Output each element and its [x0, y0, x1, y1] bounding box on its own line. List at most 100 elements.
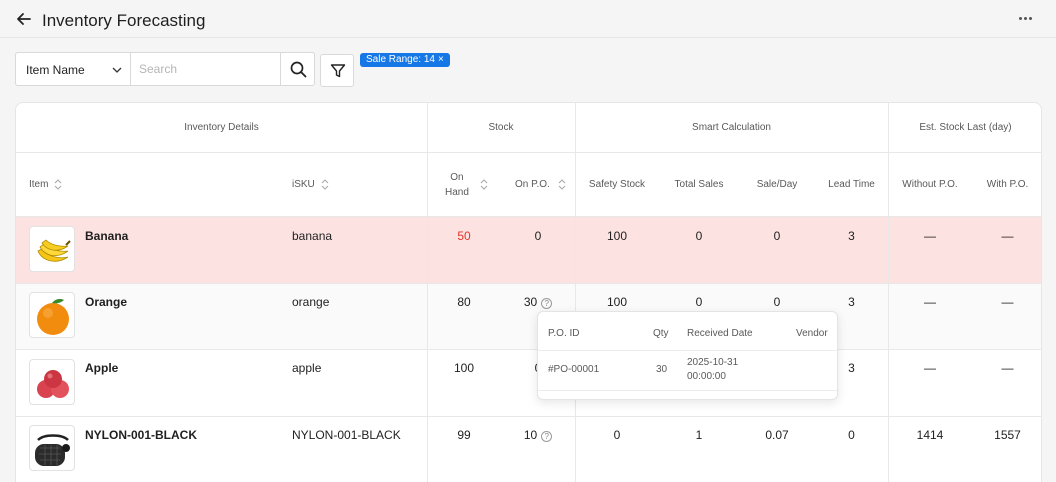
without-po-value: —: [924, 229, 936, 243]
with-po-value: —: [1001, 295, 1014, 309]
lead-time-value: 3: [848, 229, 855, 243]
received-date-header: Received Date: [687, 328, 753, 339]
search-field-select[interactable]: Item Name: [15, 52, 130, 86]
search-input[interactable]: [130, 52, 281, 86]
apple-image: [37, 370, 69, 398]
sale-day-value: 0: [773, 295, 781, 309]
item-name: Orange: [85, 295, 128, 309]
column-header-without-po: Without P.O.: [902, 179, 958, 190]
filter-button[interactable]: [320, 54, 354, 87]
isku-value: banana: [292, 229, 333, 243]
isku-value: NYLON-001-BLACK: [292, 428, 401, 442]
on-po-cell: 30?: [501, 295, 575, 309]
column-header-with-po: With P.O.: [986, 179, 1029, 190]
back-arrow-icon[interactable]: [14, 9, 34, 29]
on-hand-value: 80: [457, 295, 471, 309]
item-name: Banana: [85, 229, 129, 243]
column-header-on-hand-label: On Hand: [445, 170, 469, 200]
on-hand-value: 99: [457, 428, 471, 442]
lead-time-value: 0: [848, 428, 855, 442]
row-bg-banana: [16, 217, 1041, 283]
column-header-on-hand[interactable]: On Hand: [445, 153, 488, 216]
total-sales-value: 0: [695, 229, 703, 243]
group-header-inventory-details: Inventory Details: [184, 122, 259, 133]
column-header-total-sales: Total Sales: [674, 179, 724, 190]
top-bar: Inventory Forecasting: [0, 0, 1056, 38]
column-header-safety-stock: Safety Stock: [588, 179, 646, 190]
total-sales-value: 0: [695, 295, 703, 309]
vendor-header: Vendor: [796, 328, 828, 339]
safety-stock-value: 100: [606, 295, 628, 309]
banana-image: [37, 239, 71, 262]
column-header-on-hand-line1: On: [450, 171, 464, 183]
group-header-stock: Stock: [488, 122, 514, 133]
divider: [888, 103, 889, 482]
on-po-cell: 10?: [501, 428, 575, 442]
search-button[interactable]: [280, 52, 315, 86]
item-thumbnail-apple: [29, 359, 75, 405]
sort-icon[interactable]: [558, 179, 566, 190]
item-thumbnail-banana: [29, 226, 75, 272]
safety-stock-value: 0: [613, 428, 621, 442]
with-po-value: —: [1001, 229, 1014, 243]
qty-header: Qty: [653, 328, 669, 339]
item-name: NYLON-001-BLACK: [85, 428, 198, 442]
group-header-est-stock-last: Est. Stock Last (day): [919, 122, 1012, 133]
column-header-item[interactable]: Item: [29, 153, 62, 216]
sale-range-chip-label: Sale Range: 14: [366, 54, 435, 65]
column-header-lead-time: Lead Time: [828, 179, 875, 190]
sort-icon[interactable]: [480, 179, 488, 190]
sale-range-chip: Sale Range: 14 ×: [360, 53, 450, 67]
safety-stock-value: 100: [606, 229, 628, 243]
po-id-value[interactable]: #PO-00001: [548, 364, 600, 375]
column-header-on-hand-line2: Hand: [445, 186, 469, 198]
page-title: Inventory Forecasting: [42, 11, 206, 30]
item-name: Apple: [85, 361, 119, 375]
inventory-table: Inventory Details Stock Smart Calculatio…: [15, 102, 1042, 482]
divider: [427, 103, 428, 482]
without-po-value: —: [924, 361, 936, 375]
divider: [538, 350, 839, 351]
sort-icon[interactable]: [321, 179, 329, 190]
isku-value: orange: [292, 295, 330, 309]
item-thumbnail-nylon: [29, 425, 75, 471]
column-header-item-label: Item: [29, 179, 49, 190]
on-po-value: 30: [523, 295, 538, 309]
on-po-value: 10: [523, 428, 538, 442]
received-time-value: 00:00:00: [687, 371, 726, 382]
item-thumbnail-orange: [29, 292, 75, 338]
sale-day-value: 0.07: [765, 428, 789, 442]
bag-image: [35, 434, 70, 466]
received-date-value: 2025-10-31: [687, 357, 739, 368]
group-header-smart-calculation: Smart Calculation: [692, 122, 771, 133]
total-sales-value: 1: [695, 428, 703, 442]
more-icon[interactable]: [1016, 10, 1036, 26]
column-header-isku-label: iSKU: [292, 179, 315, 190]
on-hand-value: 50: [457, 229, 471, 243]
lead-time-value: 3: [848, 295, 855, 309]
divider: [16, 416, 1041, 417]
divider: [575, 103, 576, 482]
with-po-value: 1557: [994, 428, 1021, 442]
sort-icon[interactable]: [54, 179, 62, 190]
divider: [16, 216, 1041, 217]
on-hand-value: 100: [453, 361, 475, 375]
without-po-value: 1414: [916, 428, 944, 442]
sale-day-value: 0: [773, 229, 781, 243]
without-po-value: —: [924, 295, 936, 309]
chip-close-icon[interactable]: ×: [437, 54, 444, 65]
with-po-value: —: [1001, 361, 1014, 375]
filter-icon: [330, 64, 346, 78]
divider: [538, 390, 839, 391]
help-icon[interactable]: ?: [541, 431, 553, 442]
help-icon[interactable]: ?: [541, 298, 553, 309]
column-header-sale-day: Sale/Day: [756, 179, 798, 190]
orange-image: [37, 299, 69, 335]
column-header-on-po[interactable]: On P.O.: [515, 153, 566, 216]
po-id-header: P.O. ID: [548, 328, 580, 339]
search-field-select-value: Item Name: [26, 63, 85, 77]
po-qty-value: 30: [656, 364, 668, 375]
lead-time-value: 3: [848, 361, 855, 375]
column-header-isku[interactable]: iSKU: [292, 153, 329, 216]
isku-value: apple: [292, 361, 322, 375]
